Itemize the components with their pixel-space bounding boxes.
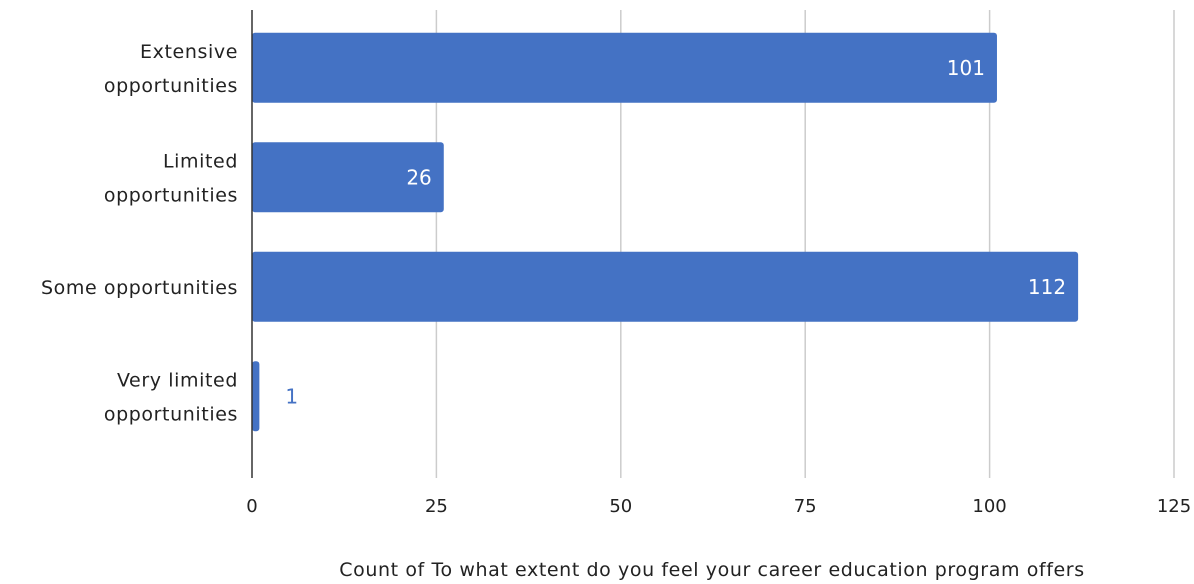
x-tick-label-0: 0 [246, 496, 257, 517]
category-label-3: Very limited opportunities [104, 369, 238, 425]
x-tick-label-100: 100 [972, 496, 1006, 517]
x-tick-label-25: 25 [425, 496, 448, 517]
x-tick-label-50: 50 [609, 496, 632, 517]
category-label-line: opportunities [104, 403, 238, 425]
category-label-line: Limited [163, 150, 238, 172]
x-tick-label-125: 125 [1157, 496, 1191, 517]
data-labels: 101 26 112 1 [285, 56, 1066, 409]
category-label-line: Very limited [117, 369, 238, 391]
category-label-line: opportunities [104, 184, 238, 206]
x-tick-labels: 0 25 50 75 100 125 [246, 496, 1191, 517]
data-label-0: 101 [947, 56, 985, 80]
bar-1 [252, 142, 444, 213]
category-label-line: Extensive [140, 41, 238, 63]
x-tick-label-75: 75 [794, 496, 817, 517]
category-label-2: Some opportunities [41, 277, 238, 299]
bars [252, 32, 1079, 432]
category-labels: Extensive opportunities Limited opportuniti… [41, 41, 238, 426]
category-label-0: Extensive opportunities [104, 41, 238, 97]
category-label-1: Limited opportunities [104, 150, 238, 206]
data-label-1: 26 [406, 165, 431, 189]
bar-0 [252, 32, 997, 103]
bar-2 [252, 251, 1079, 322]
data-label-2: 112 [1028, 275, 1066, 299]
category-label-line: opportunities [104, 75, 238, 97]
bar-3 [252, 361, 260, 432]
data-label-3: 1 [285, 384, 298, 408]
category-label-line: Some opportunities [41, 277, 238, 299]
x-axis-title: Count of To what extent do you feel your… [339, 559, 1084, 581]
